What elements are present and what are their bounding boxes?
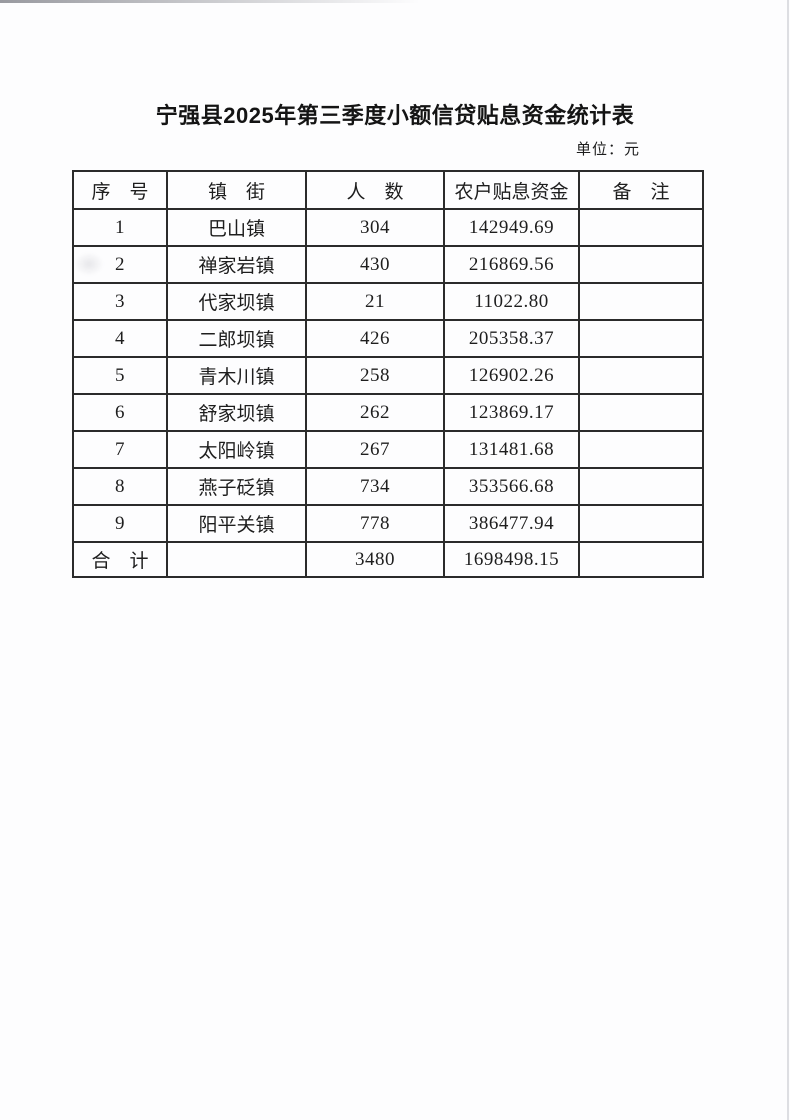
cell-subsidy-amount: 123869.17 — [443, 393, 580, 432]
cell-town-name: 太阳岭镇 — [166, 430, 307, 469]
cell-serial-number: 8 — [72, 467, 168, 506]
cell-people-count: 262 — [305, 393, 445, 432]
document-title: 宁强县2025年第三季度小额信贷贴息资金统计表 — [155, 103, 635, 128]
cell-people-count: 430 — [305, 245, 445, 284]
cell-serial-number: 3 — [72, 282, 168, 321]
table-row: 2 禅家岩镇 430 216869.56 — [72, 245, 704, 284]
cell-town-name: 燕子砭镇 — [166, 467, 307, 506]
cell-serial-number: 5 — [72, 356, 168, 395]
cell-subsidy-amount: 131481.68 — [443, 430, 580, 469]
cell-serial-number: 4 — [72, 319, 168, 358]
total-people-count: 3480 — [305, 541, 445, 578]
total-subsidy-amount: 1698498.15 — [443, 541, 580, 578]
cell-town-name: 青木川镇 — [166, 356, 307, 395]
header-serial-number: 序 号 — [72, 170, 168, 210]
cell-serial-number: 2 — [72, 245, 168, 284]
header-people-count: 人 数 — [305, 170, 445, 210]
cell-people-count: 426 — [305, 319, 445, 358]
cell-remarks — [578, 245, 704, 284]
table-row: 8 燕子砭镇 734 353566.68 — [72, 467, 704, 506]
cell-people-count: 734 — [305, 467, 445, 506]
table-total-row: 合 计 3480 1698498.15 — [72, 541, 704, 578]
table-row: 3 代家坝镇 21 11022.80 — [72, 282, 704, 321]
cell-serial-number: 9 — [72, 504, 168, 543]
cell-town-name: 禅家岩镇 — [166, 245, 307, 284]
cell-remarks — [578, 282, 704, 321]
table-row: 4 二郎坝镇 426 205358.37 — [72, 319, 704, 358]
table-row: 7 太阳岭镇 267 131481.68 — [72, 430, 704, 469]
cell-subsidy-amount: 353566.68 — [443, 467, 580, 506]
header-remarks: 备 注 — [578, 170, 704, 210]
cell-remarks — [578, 393, 704, 432]
cell-people-count: 778 — [305, 504, 445, 543]
cell-subsidy-amount: 11022.80 — [443, 282, 580, 321]
cell-subsidy-amount: 216869.56 — [443, 245, 580, 284]
cell-remarks — [578, 319, 704, 358]
cell-subsidy-amount: 126902.26 — [443, 356, 580, 395]
header-subsidy-funds: 农户贴息资金 — [443, 170, 580, 210]
cell-town-name: 代家坝镇 — [166, 282, 307, 321]
cell-serial-number: 7 — [72, 430, 168, 469]
scan-edge-artifact-top — [0, 0, 420, 3]
table-row: 5 青木川镇 258 126902.26 — [72, 356, 704, 395]
scan-edge-artifact-right — [787, 0, 789, 1120]
cell-subsidy-amount: 205358.37 — [443, 319, 580, 358]
cell-remarks — [578, 430, 704, 469]
total-label: 合 计 — [72, 541, 168, 578]
cell-remarks — [578, 467, 704, 506]
header-town: 镇 街 — [166, 170, 307, 210]
cell-serial-number: 6 — [72, 393, 168, 432]
cell-people-count: 21 — [305, 282, 445, 321]
cell-town-name: 二郎坝镇 — [166, 319, 307, 358]
cell-remarks — [578, 504, 704, 543]
table-row: 6 舒家坝镇 262 123869.17 — [72, 393, 704, 432]
table-row: 1 巴山镇 304 142949.69 — [72, 208, 704, 247]
total-remarks-cell — [578, 541, 704, 578]
cell-people-count: 304 — [305, 208, 445, 247]
cell-subsidy-amount: 142949.69 — [443, 208, 580, 247]
cell-remarks — [578, 356, 704, 395]
cell-people-count: 267 — [305, 430, 445, 469]
cell-subsidy-amount: 386477.94 — [443, 504, 580, 543]
table-body: 1 巴山镇 304 142949.69 2 禅家岩镇 430 216869.56… — [72, 208, 704, 543]
cell-town-name: 舒家坝镇 — [166, 393, 307, 432]
cell-town-name: 巴山镇 — [166, 208, 307, 247]
table-header-row: 序 号 镇 街 人 数 农户贴息资金 备 注 — [72, 170, 704, 210]
subsidy-stats-table: 序 号 镇 街 人 数 农户贴息资金 备 注 1 巴山镇 304 142949.… — [72, 170, 704, 578]
cell-people-count: 258 — [305, 356, 445, 395]
cell-town-name: 阳平关镇 — [166, 504, 307, 543]
cell-serial-number: 1 — [72, 208, 168, 247]
table-row: 9 阳平关镇 778 386477.94 — [72, 504, 704, 543]
unit-label: 单位：元 — [576, 142, 641, 158]
total-town-cell — [166, 541, 307, 578]
cell-remarks — [578, 208, 704, 247]
